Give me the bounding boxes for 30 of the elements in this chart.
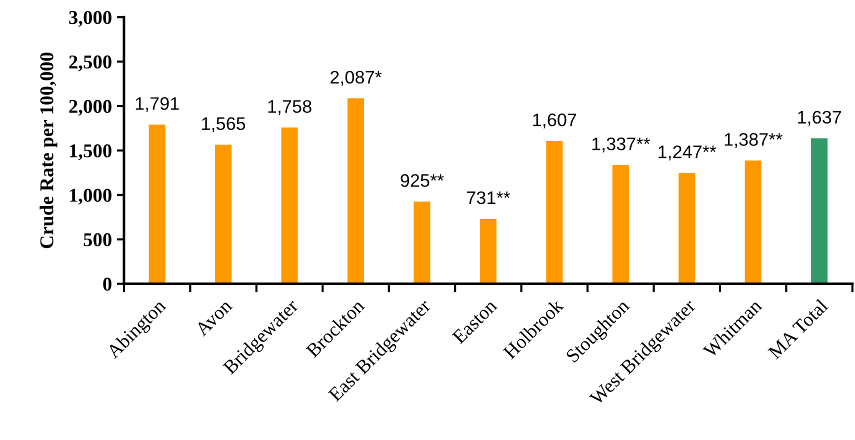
y-tick-label: 2,000 <box>69 100 112 116</box>
data-label: 1,337** <box>592 138 650 152</box>
y-tick-label: 0 <box>103 278 112 291</box>
bar <box>347 98 364 284</box>
y-axis-title: Crude Rate per 100,000 <box>40 52 58 248</box>
data-label: 2,087* <box>330 70 382 86</box>
data-label: 1,758 <box>268 100 312 115</box>
data-label: 1,387** <box>724 133 782 148</box>
bar <box>281 128 298 284</box>
data-label: 731** <box>467 191 510 204</box>
bar <box>612 164 629 284</box>
data-label: 1,607 <box>533 114 576 128</box>
bar <box>215 144 232 284</box>
bar <box>546 140 563 284</box>
y-tick-label: 500 <box>84 233 112 246</box>
bar <box>744 160 762 284</box>
y-tick-label: 1,000 <box>70 188 112 205</box>
data-label: 1,637 <box>798 110 842 126</box>
data-label: 925** <box>400 174 444 187</box>
bar <box>811 138 828 284</box>
bar <box>414 202 430 284</box>
y-tick-label: 3,000 <box>69 10 112 27</box>
y-tick-label: 2,500 <box>69 55 112 72</box>
data-label: 1,565 <box>202 117 246 132</box>
bar <box>678 172 696 284</box>
y-tick-label: 1,500 <box>70 144 112 160</box>
bar <box>480 218 496 284</box>
bar <box>148 124 166 284</box>
data-label: 1,791 <box>136 97 179 112</box>
data-label: 1,247** <box>658 146 716 160</box>
